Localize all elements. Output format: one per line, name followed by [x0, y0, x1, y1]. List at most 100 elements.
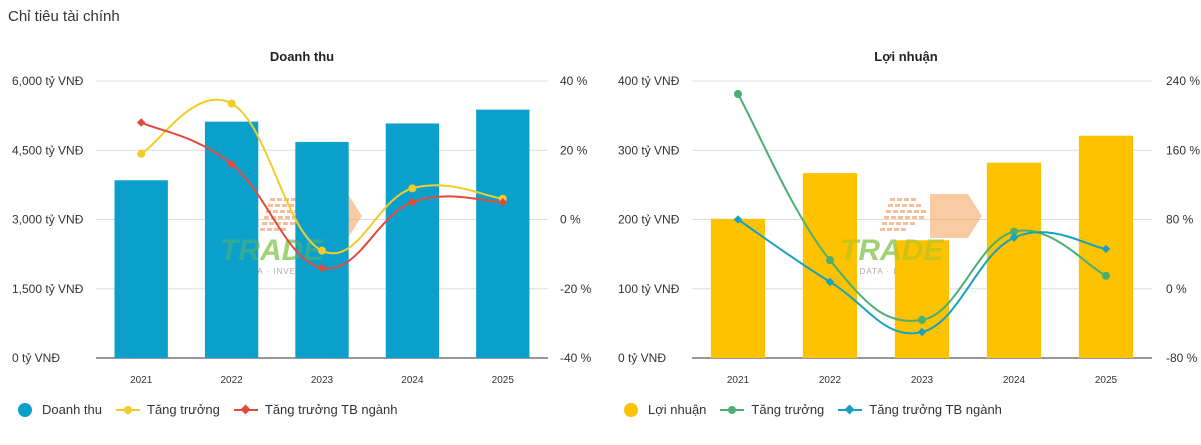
legend-item-growth[interactable]: Tăng trưởng: [720, 402, 824, 417]
watermark-streak: [287, 210, 292, 213]
line-point: [408, 184, 417, 193]
line-point: [137, 149, 146, 158]
left-axis-tick-label: 0 tỷ VNĐ: [618, 351, 666, 365]
legend-label: Tăng trưởng: [751, 402, 825, 417]
bar: [385, 123, 440, 359]
watermark-streak: [889, 222, 894, 225]
left-axis-tick-label: 300 tỷ VNĐ: [618, 143, 680, 157]
right-axis-tick-label: -20 %: [560, 282, 592, 296]
watermark-streak: [893, 210, 898, 213]
right-axis-tick-label: 20 %: [560, 143, 588, 157]
revenue-chart: Doanh thu 6,000 tỷ VNĐ 40 % 4,500 tỷ VNĐ 20…: [12, 49, 592, 386]
watermark-streak: [890, 198, 895, 201]
watermark-streak: [274, 228, 279, 231]
left-axis-tick-label: 200 tỷ VNĐ: [618, 213, 680, 227]
legend-marker-icon: [18, 402, 32, 417]
watermark-streak: [280, 210, 285, 213]
watermark-streak: [886, 210, 891, 213]
watermark-streak: [907, 210, 912, 213]
bar: [802, 173, 858, 358]
watermark-streak: [282, 204, 287, 207]
watermark-streak: [921, 210, 926, 213]
chart-title: Doanh thu: [270, 49, 334, 64]
right-axis-tick-label: 0 %: [1166, 282, 1187, 296]
watermark-streak: [916, 204, 921, 207]
watermark-tagline: E DATA · INVEST: [850, 267, 928, 276]
profit-legend: Lợi nhuận Tăng trưởng Tăng trưởng TB ngà…: [624, 402, 1016, 417]
bar: [476, 109, 530, 358]
watermark-streak: [884, 216, 889, 219]
bar: [894, 240, 950, 358]
right-axis-tick-label: 160 %: [1166, 143, 1200, 157]
left-axis-tick-label: 400 tỷ VNĐ: [618, 74, 680, 88]
watermark-streak: [882, 222, 887, 225]
right-axis-tick-label: 80 %: [1166, 213, 1194, 227]
watermark-streak: [904, 198, 909, 201]
left-axis-tick-label: 100 tỷ VNĐ: [618, 282, 680, 296]
page-title: Chỉ tiêu tài chính: [8, 8, 120, 25]
line-point: [826, 256, 834, 265]
legend-marker-icon: [624, 402, 638, 417]
watermark-tagline: E DATA · INVEST: [230, 267, 308, 276]
legend-label: Doanh thu: [42, 402, 102, 417]
left-axis-tick-label: 4,500 tỷ VNĐ: [12, 143, 84, 157]
watermark-streak: [902, 204, 907, 207]
left-axis-tick-label: 3,000 tỷ VNĐ: [12, 213, 84, 227]
watermark-arrow: [930, 194, 982, 238]
chart-title: Lợi nhuận: [874, 49, 937, 64]
watermark-streak: [912, 216, 917, 219]
bar: [986, 162, 1042, 358]
x-tick-label: 2025: [492, 375, 515, 386]
line-point: [918, 315, 926, 324]
watermark-streak: [273, 210, 278, 213]
watermark-streak: [268, 204, 273, 207]
watermark-streak: [880, 228, 885, 231]
watermark-streak: [264, 216, 269, 219]
watermark-brand-overlay: TRADE: [840, 234, 944, 267]
profit-chart: Lợi nhuận 400 tỷ VNĐ 240 % 300 tỷ VNĐ 160 %…: [618, 49, 1200, 386]
watermark-streak: [897, 198, 902, 201]
legend-line-icon: [720, 403, 745, 417]
watermark-streak: [281, 228, 286, 231]
watermark-streak: [888, 204, 893, 207]
watermark-streak: [903, 222, 908, 225]
x-tick-label: 2021: [727, 375, 750, 386]
watermark-streak: [276, 222, 281, 225]
legend-item-growth[interactable]: Tăng trưởng: [116, 402, 220, 417]
legend-item-industry-growth[interactable]: Tăng trưởng TB ngành: [838, 402, 1002, 417]
legend-label: Lợi nhuận: [648, 402, 707, 417]
watermark-streak: [919, 216, 924, 219]
x-tick-label: 2023: [311, 375, 334, 386]
watermark-streak: [911, 198, 916, 201]
bar: [710, 218, 766, 358]
legend-line-icon: [233, 403, 258, 417]
x-tick-label: 2022: [819, 375, 842, 386]
x-tick-label: 2023: [911, 375, 934, 386]
watermark-streak: [905, 216, 910, 219]
left-axis-tick-label: 1,500 tỷ VNĐ: [12, 282, 84, 296]
watermark-streak: [267, 228, 272, 231]
line-point: [1102, 271, 1110, 280]
x-tick-label: 2025: [1095, 375, 1118, 386]
watermark-streak: [894, 228, 899, 231]
watermark-streak: [289, 204, 294, 207]
watermark-streak: [285, 216, 290, 219]
legend-label: Tăng trưởng TB ngành: [264, 402, 398, 417]
watermark-streak: [896, 222, 901, 225]
line-point: [498, 197, 508, 207]
left-axis-tick-label: 0 tỷ VNĐ: [12, 351, 60, 365]
legend-line-icon: [838, 403, 863, 417]
legend-item-revenue[interactable]: Doanh thu: [18, 402, 102, 417]
legend-item-profit[interactable]: Lợi nhuận: [624, 402, 706, 417]
watermark-streak: [898, 216, 903, 219]
legend-item-industry-growth[interactable]: Tăng trưởng TB ngành: [233, 402, 398, 417]
line-point: [408, 197, 417, 207]
line-point: [917, 327, 927, 337]
watermark-streak: [277, 198, 282, 201]
x-tick-label: 2022: [220, 375, 243, 386]
watermark-streak: [262, 222, 267, 225]
watermark-streak: [901, 228, 906, 231]
right-axis-tick-label: -40 %: [560, 351, 592, 365]
line-point: [227, 159, 236, 169]
line-point: [825, 277, 835, 287]
